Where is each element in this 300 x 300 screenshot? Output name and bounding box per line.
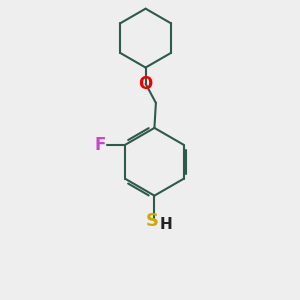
Text: O: O bbox=[139, 75, 153, 93]
Text: F: F bbox=[94, 136, 106, 154]
Text: S: S bbox=[146, 212, 159, 230]
Text: H: H bbox=[159, 217, 172, 232]
